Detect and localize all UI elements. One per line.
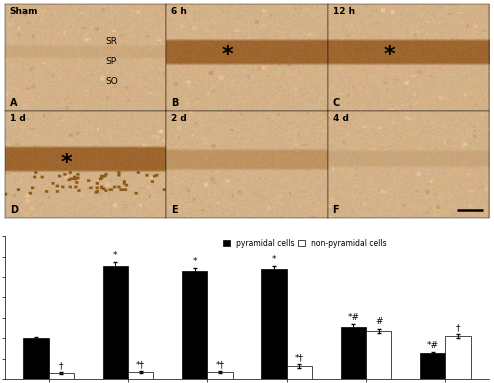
Text: #: # [375, 318, 382, 326]
Bar [23, 338, 48, 379]
Text: *†: *† [215, 360, 224, 369]
Text: *: * [192, 257, 197, 266]
Bar [446, 336, 471, 379]
Text: Sham: Sham [10, 7, 38, 16]
Text: 12 h: 12 h [332, 7, 355, 16]
Text: *: * [272, 255, 276, 264]
Bar [341, 327, 366, 379]
Text: C: C [332, 98, 340, 108]
Text: D: D [10, 205, 18, 215]
Text: E: E [171, 205, 178, 215]
Text: F: F [332, 205, 339, 215]
Text: *: * [222, 45, 234, 65]
Text: SR: SR [105, 37, 117, 46]
Text: †: † [59, 362, 64, 371]
Text: 4 d: 4 d [332, 114, 348, 123]
Text: SO: SO [105, 77, 118, 85]
Bar [261, 269, 287, 379]
Bar [287, 366, 312, 379]
Bar [207, 372, 233, 379]
Text: 2 d: 2 d [171, 114, 187, 123]
Text: *: * [383, 45, 395, 65]
Bar [420, 354, 446, 379]
Bar [182, 271, 207, 379]
Text: *†: *† [136, 360, 145, 369]
Text: *: * [60, 152, 72, 173]
Bar [48, 373, 74, 379]
Text: †: † [456, 323, 460, 332]
Bar [103, 265, 128, 379]
Text: 6 h: 6 h [171, 7, 187, 16]
Bar [128, 372, 153, 379]
Legend: pyramidal cells, non-pyramidal cells: pyramidal cells, non-pyramidal cells [222, 237, 389, 249]
Text: *†: *† [295, 354, 304, 362]
Text: 1 d: 1 d [10, 114, 26, 123]
Text: *#: *# [427, 341, 439, 350]
Bar [366, 331, 391, 379]
Text: B: B [171, 98, 178, 108]
Text: *#: *# [347, 313, 359, 322]
Text: A: A [10, 98, 17, 108]
Text: SP: SP [105, 57, 116, 66]
Text: *: * [113, 251, 118, 260]
